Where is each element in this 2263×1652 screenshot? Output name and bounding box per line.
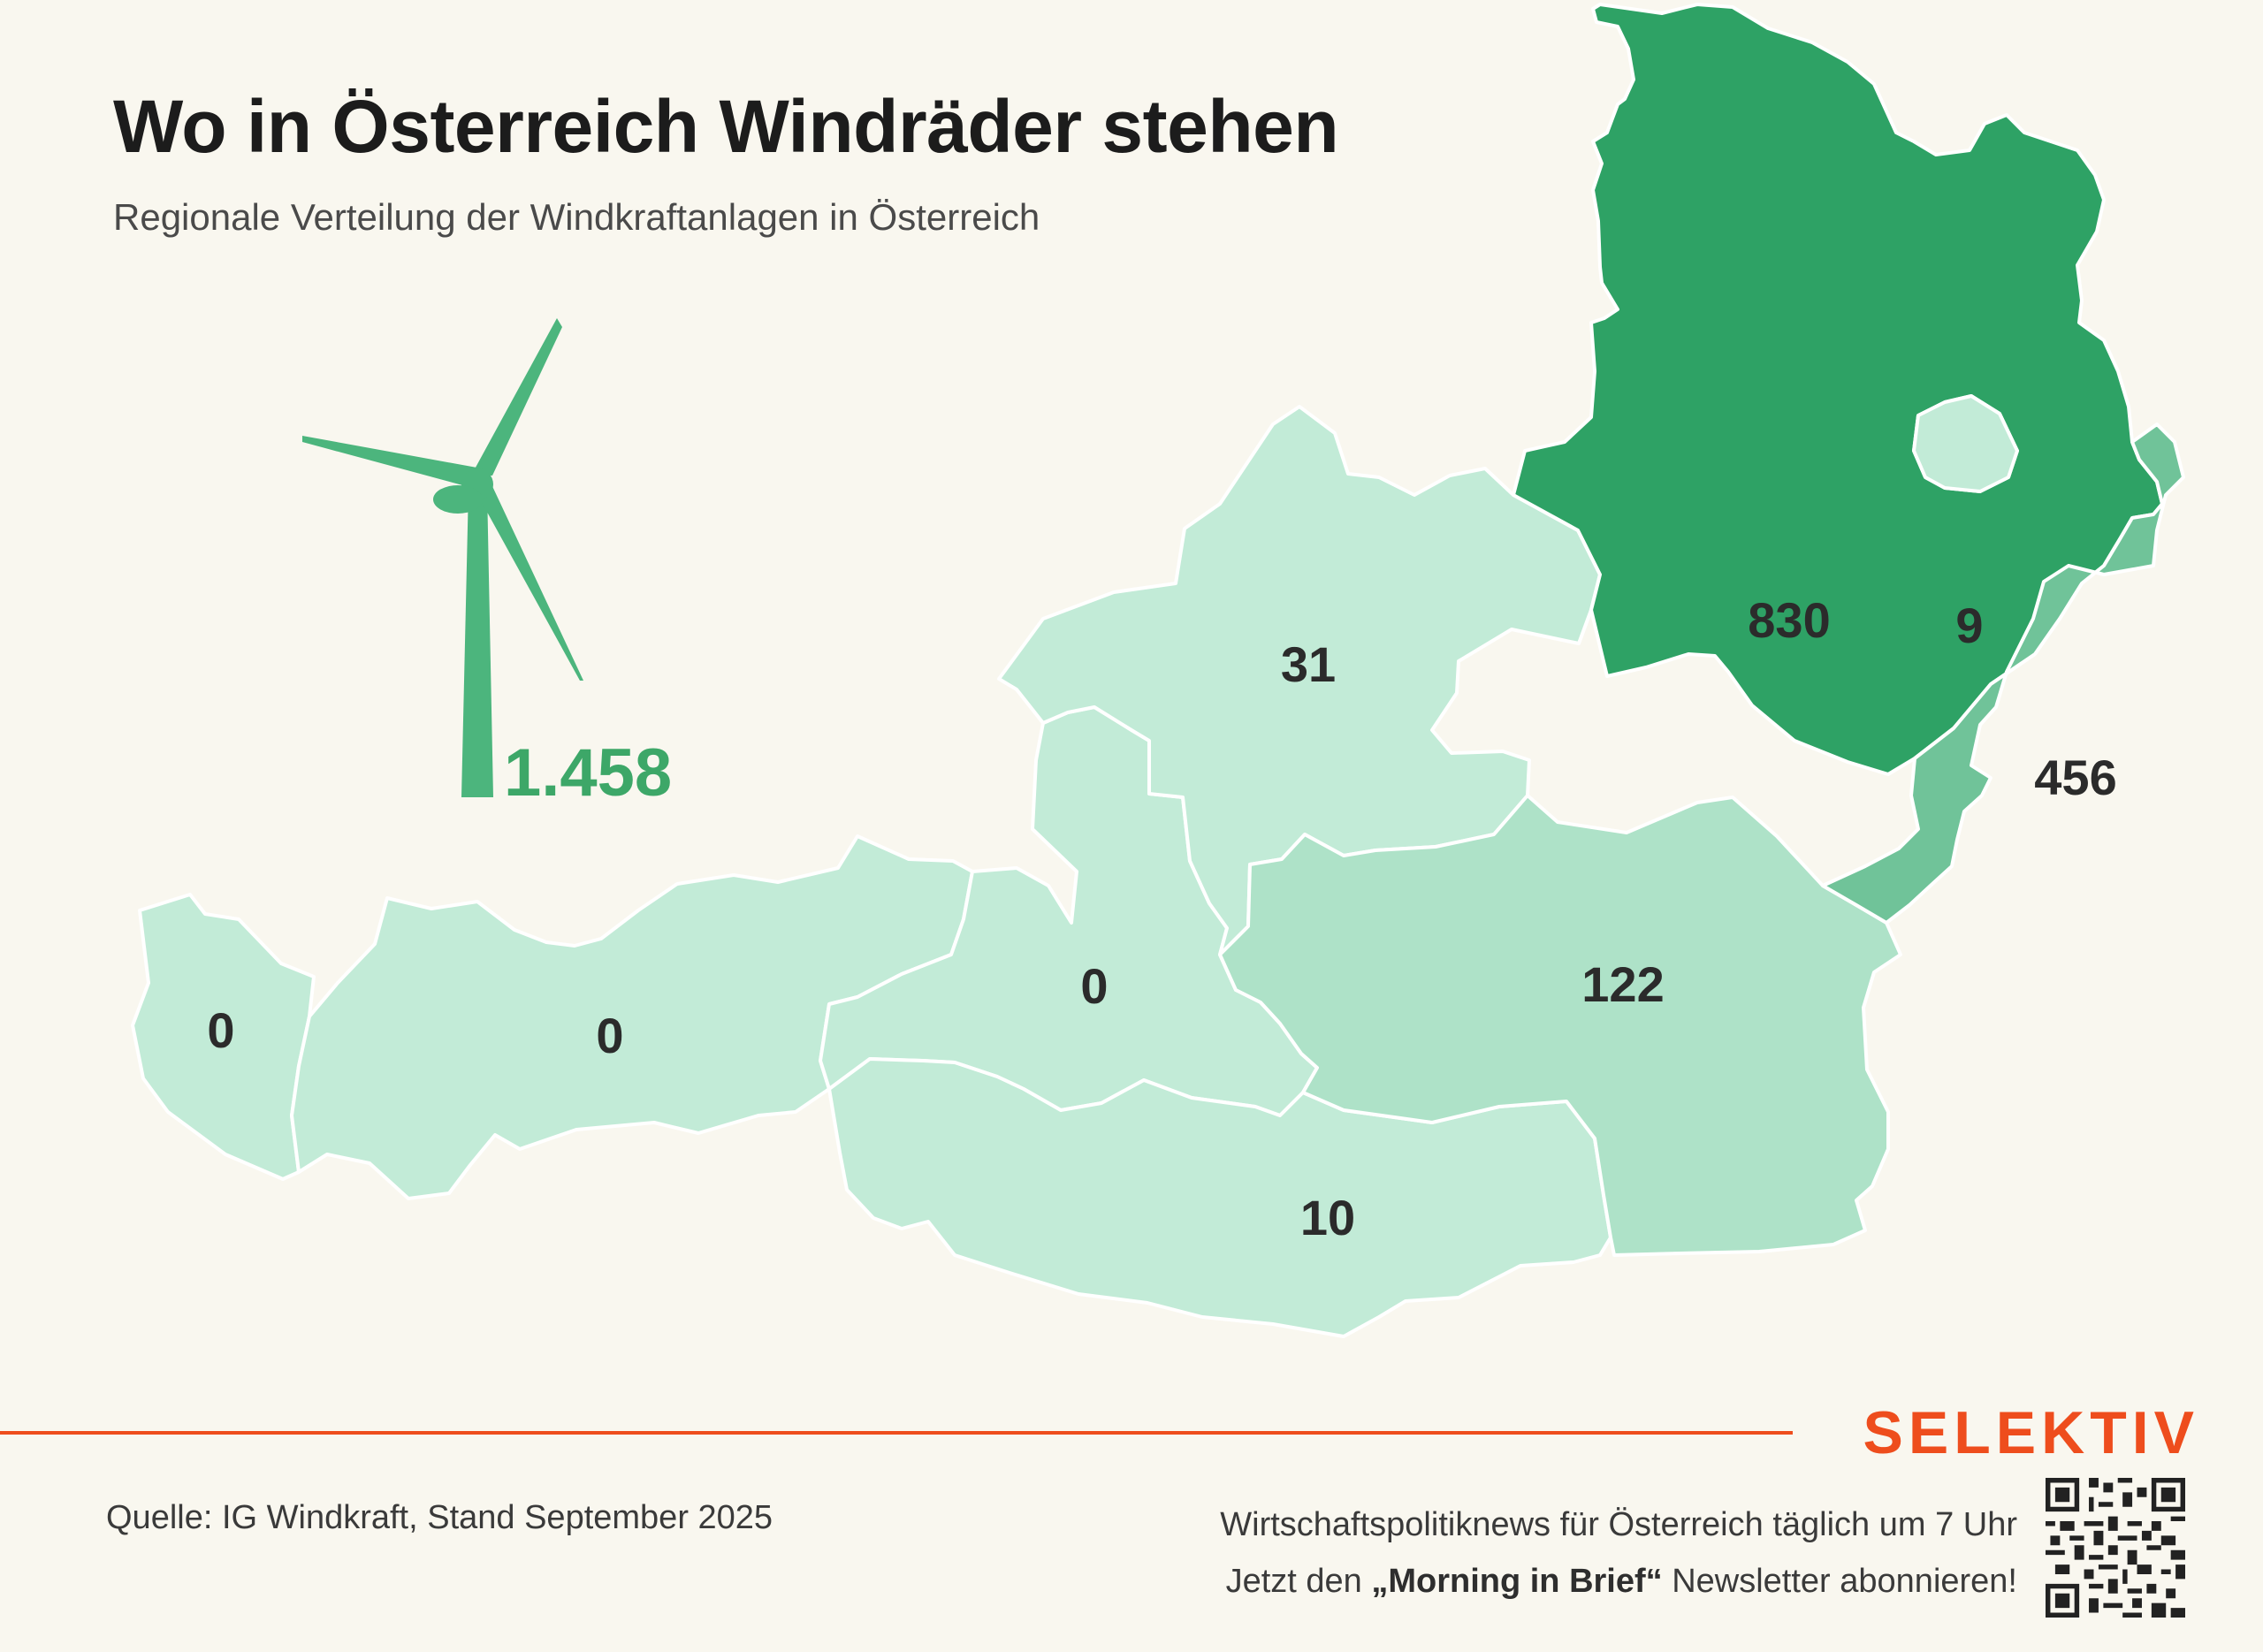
label-steiermark: 122 (1581, 956, 1664, 1012)
region-wien (1912, 394, 2019, 493)
qr-code-icon[interactable] (2046, 1478, 2185, 1618)
newsletter-promo: Wirtschaftspolitiknews für Österreich tä… (1220, 1496, 2017, 1610)
label-tirol: 0 (596, 1008, 623, 1063)
label-salzburg: 0 (1080, 958, 1108, 1014)
label-burgenland: 456 (2034, 750, 2116, 805)
label-kaernten: 10 (1300, 1190, 1355, 1245)
promo-suffix: Newsletter abonnieren! (1662, 1563, 2017, 1600)
wind-turbine-icon (302, 318, 583, 797)
label-wien: 9 (1955, 598, 1983, 653)
label-oberoesterreich: 31 (1281, 636, 1336, 692)
region-niederoesterreich (1512, 3, 2164, 776)
page-subtitle: Regionale Verteilung der Windkraftanlage… (113, 196, 1040, 238)
brand-logo: SELEKTIV (1863, 1399, 2199, 1466)
label-niederoesterreich: 830 (1748, 592, 1830, 648)
region-burgenland (1821, 423, 2185, 925)
region-steiermark (1218, 794, 1902, 1257)
promo-line-2: Jetzt den „Morning in Brief“ Newsletter … (1220, 1553, 2017, 1610)
label-vorarlberg: 0 (207, 1002, 234, 1058)
source-note: Quelle: IG Windkraft, Stand September 20… (106, 1499, 773, 1536)
total-turbines-label: 1.458 (504, 735, 672, 811)
promo-line-1: Wirtschaftspolitiknews für Österreich tä… (1220, 1506, 2017, 1543)
promo-newsletter-name[interactable]: „Morning in Brief“ (1371, 1563, 1663, 1600)
region-oberoesterreich (997, 405, 1602, 956)
page-title: Wo in Österreich Windräder stehen (113, 85, 1339, 168)
footer-divider (0, 1431, 1793, 1435)
promo-prefix: Jetzt den (1225, 1563, 1372, 1600)
